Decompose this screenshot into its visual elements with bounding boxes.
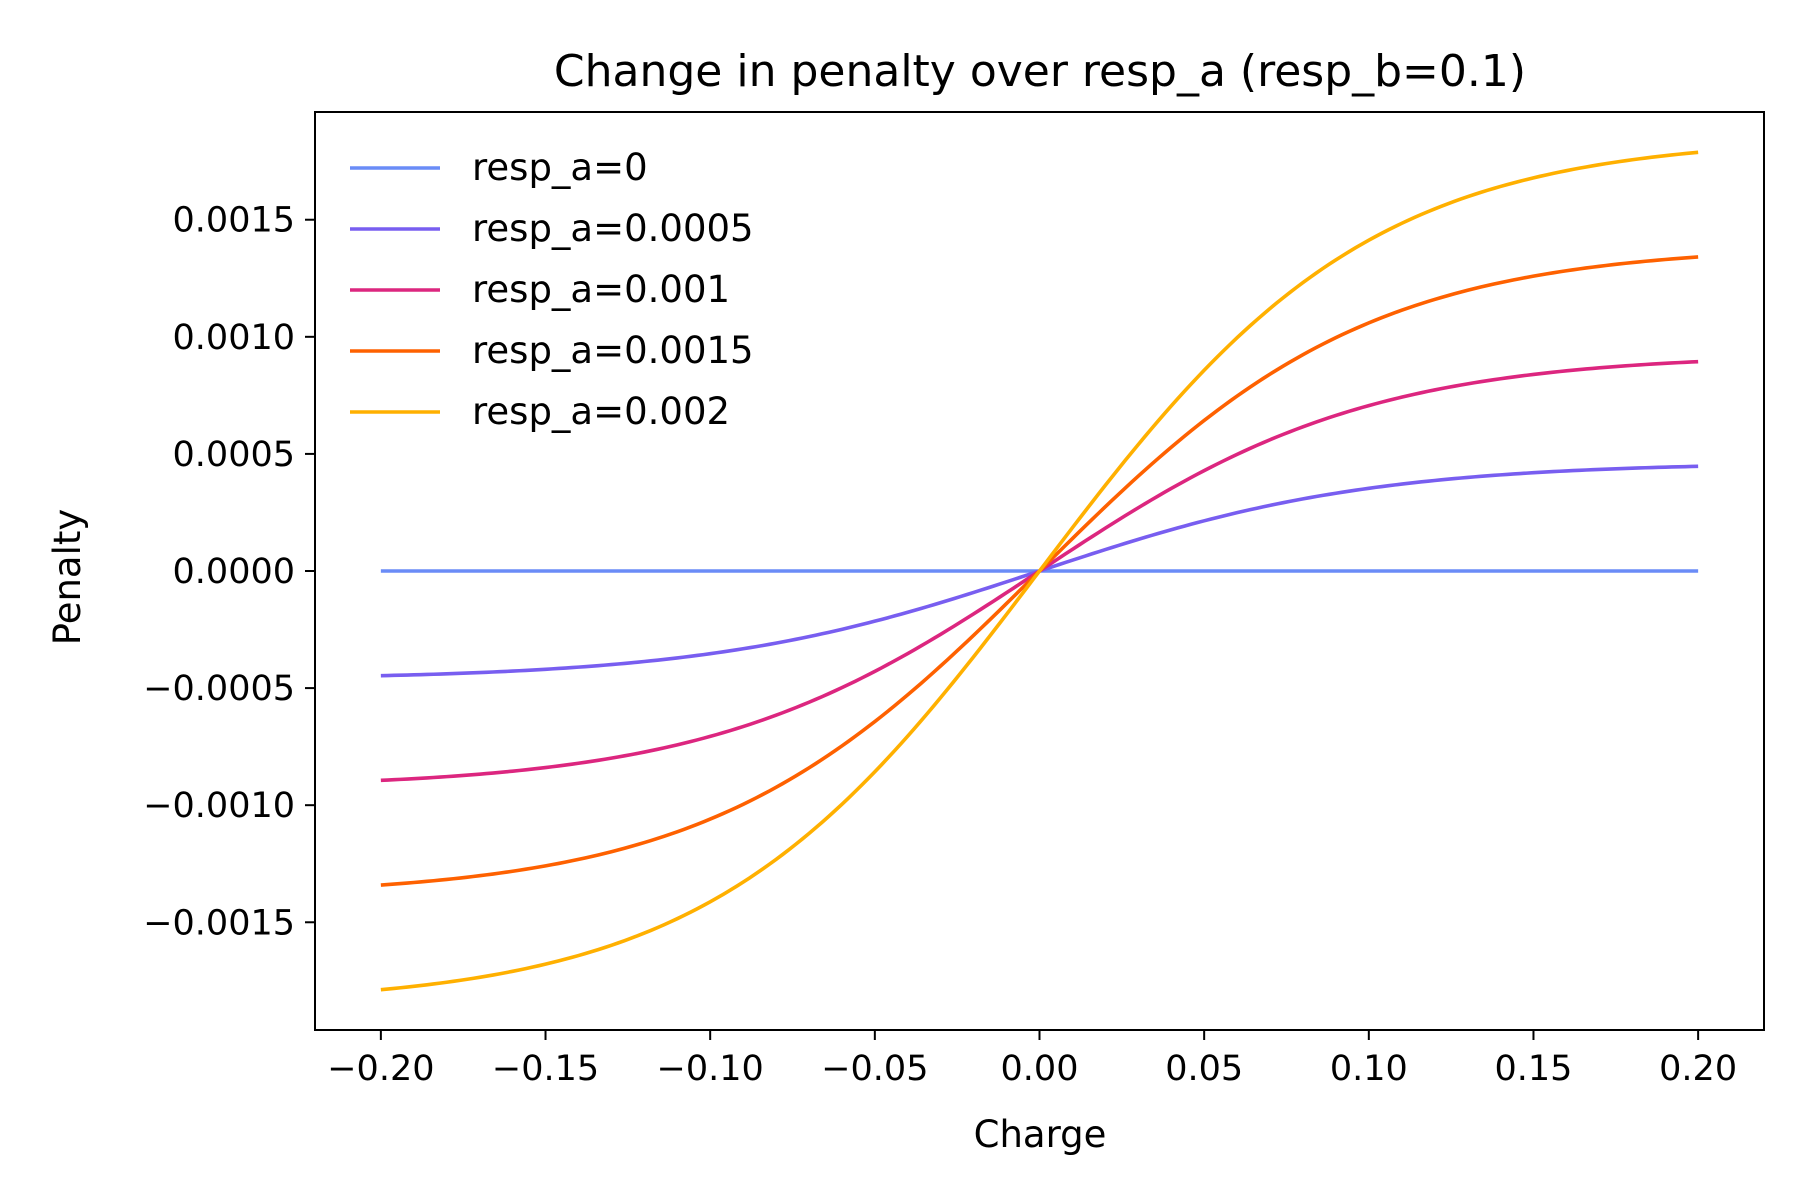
plot-area: [380, 150, 1699, 992]
y-tick-label: 0.0015: [173, 201, 295, 241]
x-tick-label: 0.10: [1330, 1049, 1408, 1089]
legend: resp_a=0 resp_a=0.0005 resp_a=0.001 resp_a=…: [350, 146, 754, 433]
legend-label-2: resp_a=0.001: [472, 268, 730, 311]
y-axis-label: Penalty: [46, 509, 89, 646]
x-tick-label: 0.05: [1165, 1049, 1243, 1089]
legend-label-0: resp_a=0: [472, 146, 648, 189]
x-axis-label: Charge: [974, 1113, 1107, 1156]
y-tick-label: −0.0015: [143, 903, 295, 943]
chart-title: Change in penalty over resp_a (resp_b=0.…: [554, 46, 1526, 97]
x-tick-label: −0.20: [327, 1049, 434, 1089]
x-tick-label: 0.00: [1001, 1049, 1079, 1089]
x-tick-label: −0.10: [657, 1049, 764, 1089]
legend-label-1: resp_a=0.0005: [472, 207, 754, 250]
legend-label-4: resp_a=0.002: [472, 390, 730, 433]
y-tick-label: 0.0010: [173, 318, 295, 358]
y-tick-label: 0.0000: [173, 552, 295, 592]
y-tick-label: −0.0005: [143, 669, 295, 709]
legend-label-3: resp_a=0.0015: [472, 329, 754, 372]
y-axis-ticks: −0.0015 −0.0010 −0.0005 0.0000 0.0005 0.0010 0…: [143, 201, 315, 943]
x-tick-label: 0.20: [1659, 1049, 1737, 1089]
y-tick-label: 0.0005: [173, 435, 295, 475]
x-tick-label: 0.15: [1495, 1049, 1573, 1089]
x-tick-label: −0.05: [821, 1049, 928, 1089]
y-tick-label: −0.0010: [143, 786, 295, 826]
x-axis-ticks: −0.20 −0.15 −0.10 −0.05 0.00 0.05 0.10 0.15 0.20: [327, 1030, 1737, 1089]
series-line-4: [380, 150, 1699, 992]
x-tick-label: −0.15: [492, 1049, 599, 1089]
